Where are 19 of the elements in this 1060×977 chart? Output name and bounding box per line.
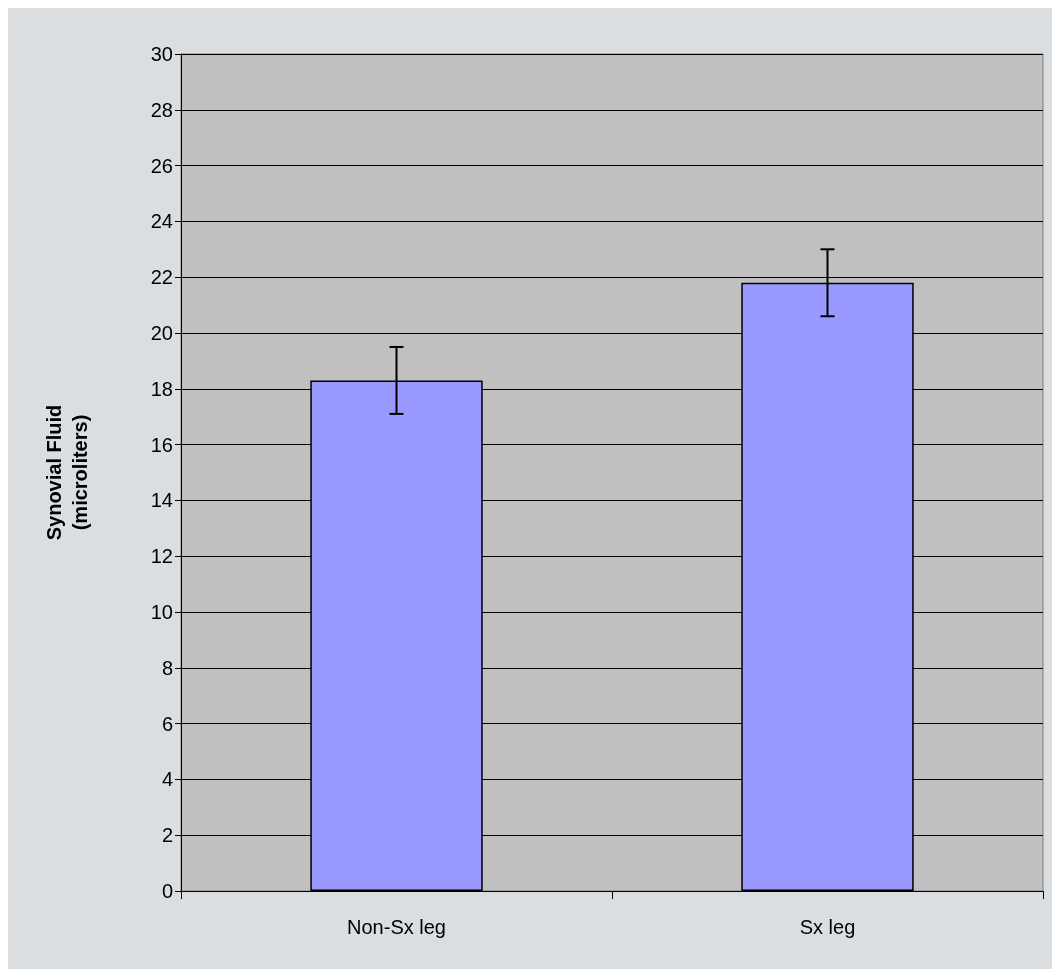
x-tick-label: Non-Sx leg [347, 916, 446, 938]
y-tick-label: 6 [161, 712, 173, 735]
y-tick-label: 2 [161, 824, 173, 847]
y-tick-label: 8 [161, 656, 173, 679]
y-tick-label: 22 [150, 266, 173, 289]
y-tick-label: 4 [161, 768, 173, 791]
y-tick-label: 14 [150, 489, 173, 512]
x-tick-label: Sx leg [799, 916, 856, 938]
y-tick-label: 18 [150, 377, 173, 400]
y-tick-label: 28 [150, 98, 173, 121]
y-tick-label: 24 [150, 210, 173, 233]
y-tick-label: 26 [150, 154, 173, 177]
y-tick-label: 30 [150, 43, 173, 65]
y-tick-label: 0 [161, 880, 173, 902]
y-axis-title: Synovial Fluid (microliters) [43, 404, 91, 541]
y-tick-label: 10 [150, 601, 173, 623]
y-tick-label: 20 [150, 322, 173, 344]
y-tick-label: 16 [150, 433, 173, 456]
y-tick-label: 12 [150, 545, 173, 568]
